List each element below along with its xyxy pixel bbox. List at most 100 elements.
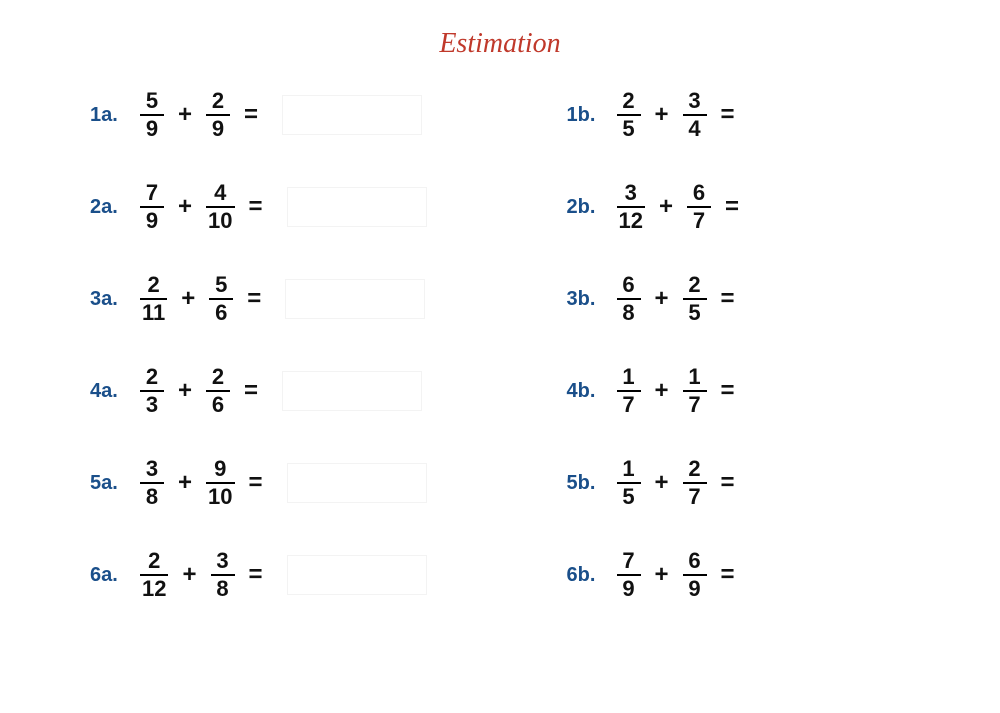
numerator: 6 — [686, 550, 702, 574]
fraction: 38 — [140, 458, 164, 508]
denominator: 7 — [617, 390, 641, 416]
numerator: 2 — [210, 90, 226, 114]
denominator: 12 — [140, 574, 168, 600]
fraction: 212 — [140, 550, 168, 600]
problem-row: 5a.38+910= — [90, 458, 427, 508]
numerator: 5 — [144, 90, 160, 114]
plus-operator: + — [659, 193, 673, 221]
numerator: 2 — [144, 366, 160, 390]
problem-label: 5b. — [567, 472, 603, 495]
fraction: 67 — [687, 182, 711, 232]
fraction: 211 — [140, 274, 167, 324]
problem-label: 3b. — [567, 288, 603, 311]
answer-box[interactable] — [287, 187, 427, 227]
denominator: 5 — [683, 298, 707, 324]
numerator: 7 — [144, 182, 160, 206]
equals-sign: = — [725, 193, 739, 221]
fraction: 23 — [140, 366, 164, 416]
denominator: 9 — [140, 206, 164, 232]
right-column: 1b.25+34=2b.312+67=3b.68+25=4b.17+17=5b.… — [567, 90, 740, 600]
problem-columns: 1a.59+29=2a.79+410=3a.211+56=4a.23+26=5a… — [40, 90, 960, 600]
problem-row: 1a.59+29= — [90, 90, 427, 140]
denominator: 4 — [683, 114, 707, 140]
plus-operator: + — [655, 101, 669, 129]
problem-label: 3a. — [90, 288, 126, 311]
problem-row: 6a. 212 +38 = — [90, 550, 427, 600]
fraction: 56 — [209, 274, 233, 324]
equals-sign: = — [721, 377, 735, 405]
numerator: 1 — [620, 458, 636, 482]
fraction: 910 — [206, 458, 234, 508]
problem-label: 6a. — [90, 564, 126, 587]
numerator: 4 — [212, 182, 228, 206]
denominator: 7 — [687, 206, 711, 232]
equals-sign: = — [244, 101, 258, 129]
answer-box[interactable] — [287, 555, 427, 595]
left-column: 1a.59+29=2a.79+410=3a.211+56=4a.23+26=5a… — [90, 90, 427, 600]
denominator: 10 — [206, 482, 234, 508]
numerator: 2 — [210, 366, 226, 390]
plus-operator: + — [655, 377, 669, 405]
denominator: 9 — [140, 114, 164, 140]
worksheet-page: Estimation 1a.59+29=2a.79+410=3a.211+56=… — [0, 0, 1000, 713]
equals-sign: = — [249, 193, 263, 221]
numerator: 6 — [620, 274, 636, 298]
problem-row: 6b.79+69= — [567, 550, 740, 600]
plus-operator: + — [182, 561, 196, 589]
problem-label: 1b. — [567, 104, 603, 127]
fraction: 68 — [617, 274, 641, 324]
denominator: 8 — [140, 482, 164, 508]
numerator: 6 — [691, 182, 707, 206]
plus-operator: + — [655, 285, 669, 313]
numerator: 9 — [212, 458, 228, 482]
answer-box[interactable] — [285, 279, 425, 319]
fraction: 34 — [683, 90, 707, 140]
problem-row: 4a.23+26= — [90, 366, 427, 416]
denominator: 3 — [140, 390, 164, 416]
answer-box[interactable] — [282, 95, 422, 135]
equals-sign: = — [249, 469, 263, 497]
numerator: 2 — [686, 274, 702, 298]
fraction: 27 — [683, 458, 707, 508]
numerator: 5 — [213, 274, 229, 298]
fraction: 79 — [617, 550, 641, 600]
numerator: 7 — [620, 550, 636, 574]
plus-operator: + — [655, 561, 669, 589]
denominator: 6 — [209, 298, 233, 324]
problem-label: 1a. — [90, 104, 126, 127]
equals-sign: = — [721, 285, 735, 313]
fraction: 25 — [683, 274, 707, 324]
numerator: 3 — [214, 550, 230, 574]
page-title: Estimation — [40, 28, 960, 60]
plus-operator: + — [181, 285, 195, 313]
fraction: 17 — [617, 366, 641, 416]
equals-sign: = — [721, 101, 735, 129]
denominator: 10 — [206, 206, 234, 232]
plus-operator: + — [178, 193, 192, 221]
denominator: 9 — [617, 574, 641, 600]
fraction: 410 — [206, 182, 234, 232]
equals-sign: = — [249, 561, 263, 589]
plus-operator: + — [178, 101, 192, 129]
denominator: 8 — [211, 574, 235, 600]
numerator: 2 — [620, 90, 636, 114]
numerator: 3 — [144, 458, 160, 482]
numerator: 3 — [686, 90, 702, 114]
problem-row: 5b.15+27= — [567, 458, 740, 508]
equals-sign: = — [244, 377, 258, 405]
equals-sign: = — [247, 285, 261, 313]
fraction: 26 — [206, 366, 230, 416]
denominator: 9 — [206, 114, 230, 140]
fraction: 38 — [211, 550, 235, 600]
numerator: 3 — [623, 182, 639, 206]
answer-box[interactable] — [282, 371, 422, 411]
fraction: 15 — [617, 458, 641, 508]
problem-row: 3a. 211 +56 = — [90, 274, 427, 324]
problem-row: 2b.312+67= — [567, 182, 740, 232]
answer-box[interactable] — [287, 463, 427, 503]
denominator: 7 — [683, 482, 707, 508]
equals-sign: = — [721, 469, 735, 497]
fraction: 59 — [140, 90, 164, 140]
denominator: 8 — [617, 298, 641, 324]
problem-label: 4b. — [567, 380, 603, 403]
